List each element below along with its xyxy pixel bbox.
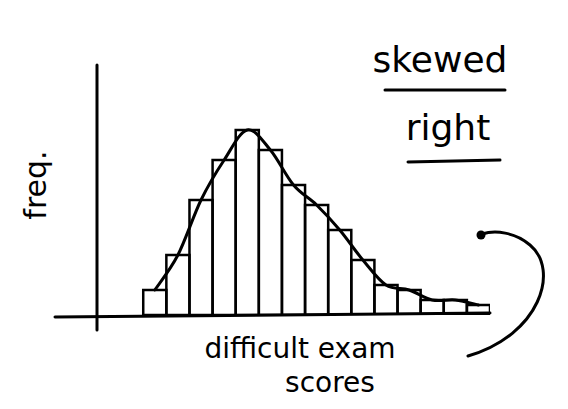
annotation-line: right (406, 107, 491, 148)
bar (282, 185, 305, 315)
bar (213, 160, 236, 315)
bar (236, 130, 259, 315)
bars (143, 130, 490, 315)
x-label-line: scores (285, 366, 375, 399)
x-label: difficult examscores (204, 332, 395, 399)
bar (421, 300, 444, 315)
curve (155, 130, 479, 305)
annotation: skewed right (373, 39, 508, 148)
y-axis (96, 65, 99, 330)
y-label: freq. (18, 150, 53, 219)
bar (374, 285, 397, 315)
x-label-line: difficult exam (204, 332, 395, 365)
arrow (468, 232, 543, 356)
chart: freq. difficult examscores skewed right (0, 0, 568, 409)
annotation-line: skewed (373, 39, 508, 80)
bar (166, 255, 189, 315)
underline (408, 160, 500, 162)
underline (385, 89, 505, 92)
bar (305, 205, 328, 315)
bar (259, 150, 282, 315)
bar (143, 290, 166, 315)
arrow-head (477, 231, 486, 240)
